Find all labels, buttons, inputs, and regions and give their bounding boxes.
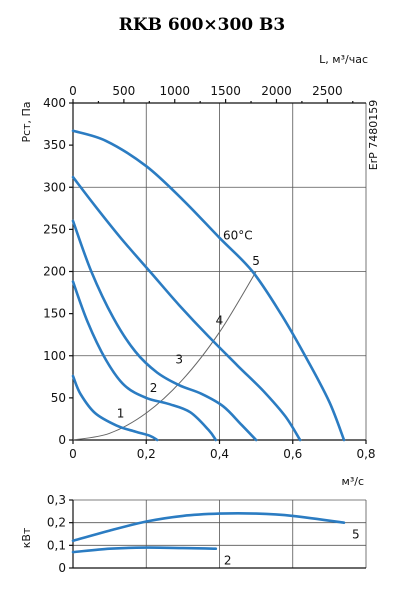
power-y-tick-label: 0,2 bbox=[47, 516, 66, 530]
power-curve-5 bbox=[71, 512, 346, 543]
top-tick-label: 500 bbox=[112, 84, 135, 98]
y-tick-label: 100 bbox=[43, 349, 66, 363]
y-tick-label: 300 bbox=[43, 180, 66, 194]
power-axis-label: кВт bbox=[20, 527, 33, 548]
x-tick-label: 0,4 bbox=[210, 447, 229, 461]
top-tick-label: 1000 bbox=[159, 84, 190, 98]
curve-label-1: 1 bbox=[117, 406, 125, 420]
y-tick-label: 50 bbox=[51, 391, 66, 405]
temperature-label: 60°C bbox=[223, 228, 253, 242]
curve-label-3: 3 bbox=[175, 352, 183, 366]
chart-title: RKB 600×300 B3 bbox=[119, 15, 286, 35]
curve-label-5: 5 bbox=[252, 254, 260, 268]
side-code-label: ErP 7480159 bbox=[367, 100, 380, 171]
top-axis-label: L, м³/час bbox=[319, 53, 368, 66]
power-curve-label-5: 5 bbox=[352, 528, 360, 542]
curve-label-2: 2 bbox=[150, 381, 158, 395]
y-tick-label: 150 bbox=[43, 307, 66, 321]
top-tick-label: 0 bbox=[69, 84, 77, 98]
y-axis-label: Pст, Па bbox=[20, 101, 33, 142]
y-tick-label: 250 bbox=[43, 222, 66, 236]
fan-curve-1 bbox=[71, 374, 159, 442]
y-tick-label: 400 bbox=[43, 96, 66, 110]
top-tick-label: 1500 bbox=[210, 84, 241, 98]
power-curve-2 bbox=[71, 546, 218, 554]
x-tick-label: 0,2 bbox=[137, 447, 156, 461]
y-tick-label: 0 bbox=[58, 433, 66, 447]
power-curve-label-2: 2 bbox=[224, 554, 232, 568]
top-tick-label: 2500 bbox=[312, 84, 343, 98]
fan-curve-5 bbox=[71, 129, 346, 442]
power-y-tick-label: 0,3 bbox=[47, 493, 66, 507]
x-tick-label: 0,8 bbox=[356, 447, 375, 461]
temperature-curve bbox=[72, 271, 257, 441]
x-tick-label: 0 bbox=[69, 447, 77, 461]
power-plot: 5 2 0 0,1 0,2 0,3 bbox=[47, 493, 367, 575]
x-tick-label: 0,6 bbox=[283, 447, 302, 461]
top-tick-label: 2000 bbox=[261, 84, 292, 98]
fan-curve-2 bbox=[71, 280, 218, 442]
power-y-tick-label: 0 bbox=[58, 561, 66, 575]
x-axis-label: м³/с bbox=[342, 475, 364, 488]
fan-curve-4 bbox=[71, 175, 302, 442]
curve-label-4: 4 bbox=[216, 314, 224, 328]
y-tick-label: 350 bbox=[43, 138, 66, 152]
fan-curve-3 bbox=[71, 219, 258, 442]
power-y-tick-label: 0,1 bbox=[47, 538, 66, 552]
y-tick-label: 200 bbox=[43, 265, 66, 279]
